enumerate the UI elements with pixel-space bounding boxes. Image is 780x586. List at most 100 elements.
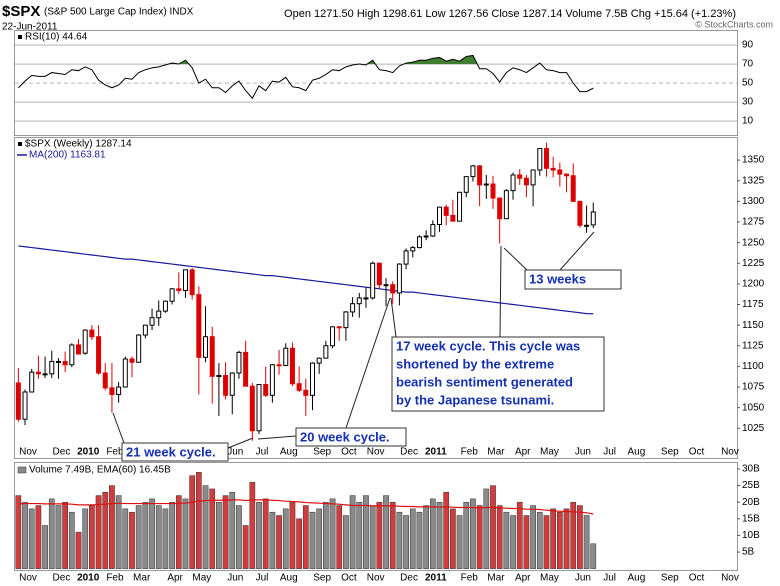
annotation-text: 20 week cycle. [300, 429, 390, 444]
volume-bar [423, 505, 429, 569]
volume-bar [15, 495, 22, 569]
volume-bar [169, 501, 175, 569]
candle-body [450, 214, 456, 222]
candle-body [390, 284, 396, 294]
candle-body [316, 357, 322, 364]
candle-body [470, 165, 476, 178]
x-tick-label: May [540, 447, 559, 458]
candle-body [269, 364, 275, 396]
candle-body [122, 358, 128, 388]
candle-body [350, 303, 356, 313]
x-tick-label: Dec [400, 573, 418, 584]
x-tick-label: 2011 [425, 447, 447, 458]
candle-body [55, 360, 61, 363]
candle-body [22, 391, 28, 420]
x-tick-label: May [192, 573, 211, 584]
x-tick-label: Feb [106, 447, 124, 458]
volume-bar [155, 505, 162, 569]
volume-bar [490, 485, 496, 569]
connector [345, 297, 391, 429]
candle-body [463, 176, 469, 193]
candle-body [29, 371, 35, 393]
legend-swatch [18, 35, 22, 39]
candle-body [437, 206, 443, 225]
volume-bar [62, 501, 68, 569]
volume-bar [316, 508, 323, 569]
candle-body [243, 351, 249, 387]
volume-bar [229, 491, 236, 569]
candle-body [416, 236, 422, 249]
volume-bar [256, 501, 262, 569]
y-tick-label: 30B [742, 464, 760, 475]
x-tick-label: Jun [227, 447, 243, 458]
volume-bar [389, 501, 396, 569]
volume-bar [162, 508, 169, 569]
volume-bar [530, 505, 536, 569]
candle-body [189, 269, 195, 296]
candle-body [303, 389, 309, 396]
x-tick-label: Dec [400, 447, 418, 458]
volume-bar [536, 511, 543, 569]
volume-bar [102, 491, 109, 569]
volume-bar [48, 498, 55, 569]
candle-body [510, 174, 516, 192]
y-tick-label: 1250 [742, 237, 765, 248]
candle-body [430, 223, 436, 237]
volume-bar [209, 488, 216, 569]
annotation-box [524, 269, 622, 290]
y-tick-label: 1100 [742, 361, 764, 372]
volume-bar [202, 485, 209, 569]
chart-subtitle: (S&P 500 Large Cap Index) INDX [44, 7, 194, 18]
candle-body [116, 386, 122, 395]
volume-bar [409, 508, 416, 569]
volume-bar [323, 501, 329, 569]
candle-body [376, 262, 382, 286]
x-tick-label: Sep [661, 447, 679, 458]
x-tick-label: Jul [603, 447, 616, 458]
candle-body [149, 317, 155, 326]
volume-bar [349, 495, 356, 569]
y-tick-label: 10B [742, 530, 760, 541]
candle-body [564, 173, 570, 177]
x-tick-label: Jun [575, 573, 591, 584]
candle-body [236, 351, 242, 374]
x-tick-label: Nov [19, 447, 37, 458]
candle-body [443, 206, 449, 216]
volume-bar [503, 511, 510, 569]
candle-body [283, 347, 289, 367]
price-legend: $SPX (Weekly) 1287.14 [25, 139, 132, 150]
candle-body [296, 383, 302, 391]
x-tick-label: Feb [461, 447, 479, 458]
legend-swatch [18, 142, 22, 146]
volume-bar [122, 508, 129, 569]
volume-bar [276, 515, 282, 569]
volume-bar [289, 501, 296, 569]
x-tick-label: May [540, 573, 559, 584]
candle-body [256, 384, 262, 432]
volume-bar [309, 511, 316, 569]
x-tick-label: Aug [627, 447, 645, 458]
x-tick-label: Jun [227, 573, 243, 584]
overbought-fill [18, 55, 594, 65]
candle-body [363, 297, 369, 300]
x-tick-label: 2011 [425, 573, 447, 584]
candle-body [196, 294, 202, 358]
x-tick-label: Mar [133, 573, 151, 584]
ma-line [18, 245, 594, 315]
volume-legend: Volume 7.49B, EMA(60) 16.45B [29, 465, 171, 476]
volume-bar [329, 498, 336, 569]
volume-bar [496, 505, 503, 569]
candle-body [96, 336, 102, 374]
candle-body [423, 235, 429, 238]
volume-bar [577, 505, 583, 569]
y-tick-label: 25B [742, 480, 760, 491]
candle-body [356, 297, 362, 305]
connector [227, 437, 254, 449]
volume-bar [443, 491, 450, 569]
volume-bar [182, 498, 189, 569]
x-tick-label: Mar [487, 447, 505, 458]
annotation-box [391, 336, 605, 412]
candle-body [490, 183, 496, 199]
candle-body [69, 344, 75, 366]
candle-body [129, 358, 135, 363]
